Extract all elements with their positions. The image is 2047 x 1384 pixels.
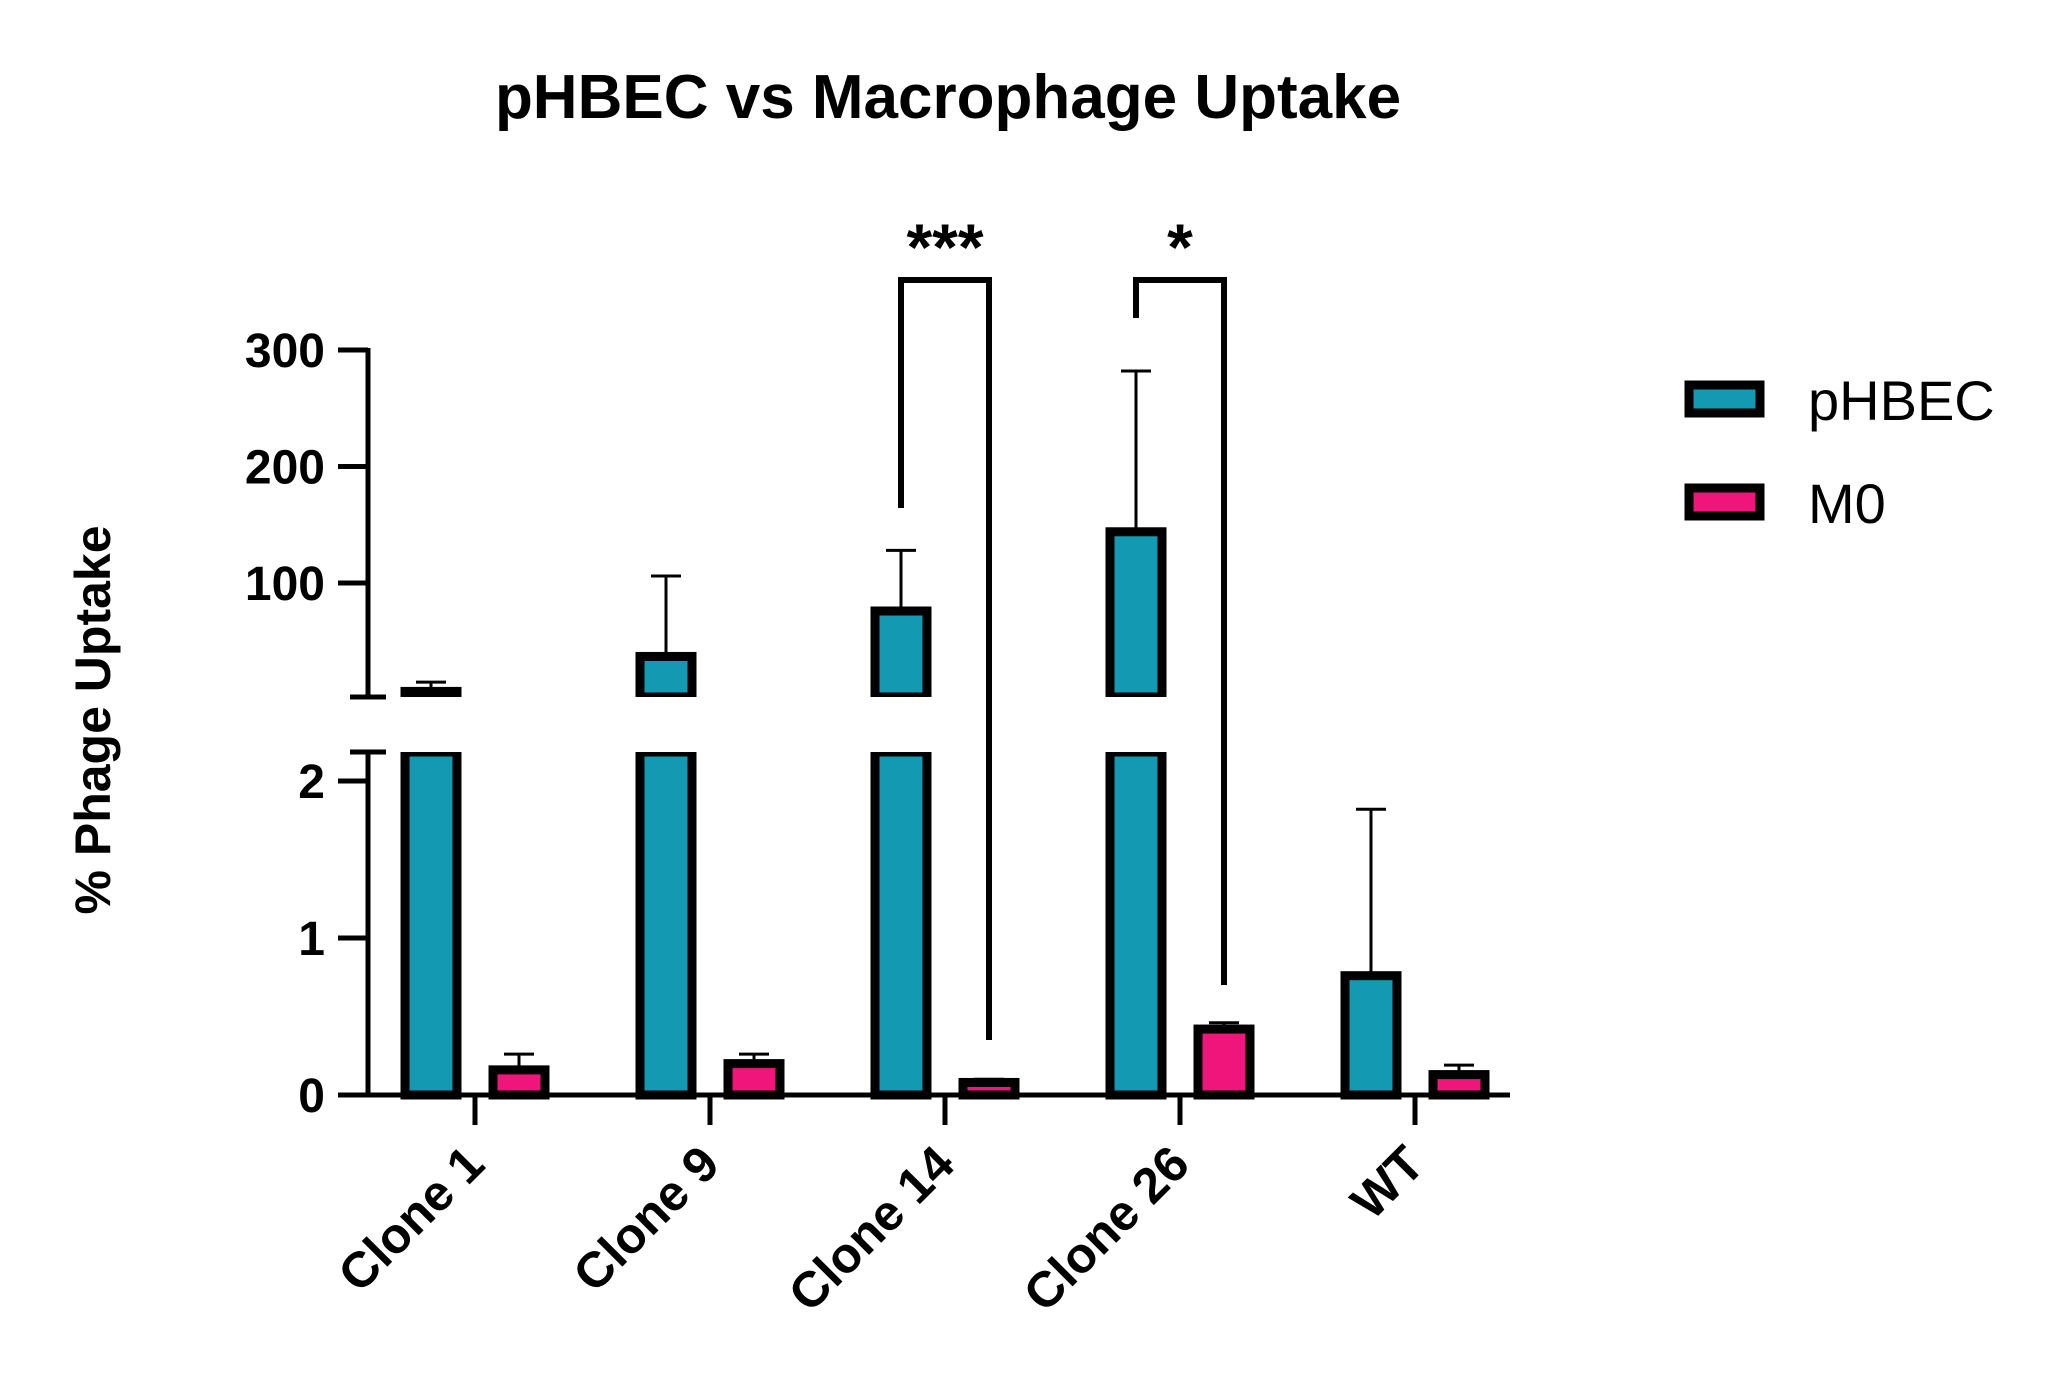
y-tick-label: 100 [245, 558, 325, 611]
axis-break-gap [397, 697, 465, 752]
y-tick-label: 200 [245, 442, 325, 495]
bar-m0-wt [1428, 1070, 1490, 1100]
significance-bracket [1133, 277, 1227, 985]
chart-title: pHBEC vs Macrophage Uptake [495, 63, 1401, 132]
bar-phbec-clone-1 [400, 747, 462, 1100]
y-tick-label: 0 [298, 1070, 325, 1123]
y-tick-label: 2 [298, 756, 325, 809]
bar-m0-clone-1 [488, 1065, 550, 1100]
bar-phbec-clone-26 [1105, 527, 1167, 702]
legend-label-m0: M0 [1808, 472, 1886, 535]
bar-phbec-clone-14 [870, 606, 932, 702]
error-bars [416, 369, 1474, 1083]
bar-phbec-clone-9 [635, 651, 697, 702]
bar-m0-clone-26 [1193, 1024, 1255, 1100]
bar-phbec-wt [1340, 971, 1402, 1100]
axis-break-gap [632, 697, 700, 752]
legend-label-phbec: pHBEC [1808, 369, 1995, 432]
significance-brackets: *** * [898, 210, 1227, 1040]
legend-swatch-phbec [1684, 380, 1765, 418]
bar-m0-clone-14 [958, 1077, 1020, 1100]
bar-phbec-clone-9 [635, 747, 697, 1100]
bars [397, 527, 1490, 1100]
y-tick-label: 300 [245, 325, 325, 378]
significance-label: *** [906, 210, 983, 284]
y-axis-label: % Phage Uptake [65, 525, 121, 914]
legend: pHBEC M0 [1684, 369, 1995, 535]
x-tick-label: Clone 9 [562, 1135, 729, 1302]
bar-phbec-clone-26 [1105, 747, 1167, 1100]
axis-break-gap [867, 697, 935, 752]
bar-phbec-clone-1 [400, 686, 462, 702]
significance-label: * [1167, 210, 1193, 284]
significance-bracket [898, 277, 992, 1040]
bar-phbec-clone-14 [870, 747, 932, 1100]
x-tick-label: Clone 14 [778, 1135, 965, 1322]
axis-break-gap [1102, 697, 1170, 752]
x-tick-label: WT [1340, 1135, 1435, 1230]
bar-m0-clone-9 [723, 1059, 785, 1100]
legend-swatch-m0 [1684, 483, 1765, 521]
x-tick-label: Clone 1 [327, 1135, 494, 1302]
x-tick-label: Clone 26 [1013, 1135, 1200, 1322]
y-tick-label: 1 [298, 913, 325, 966]
